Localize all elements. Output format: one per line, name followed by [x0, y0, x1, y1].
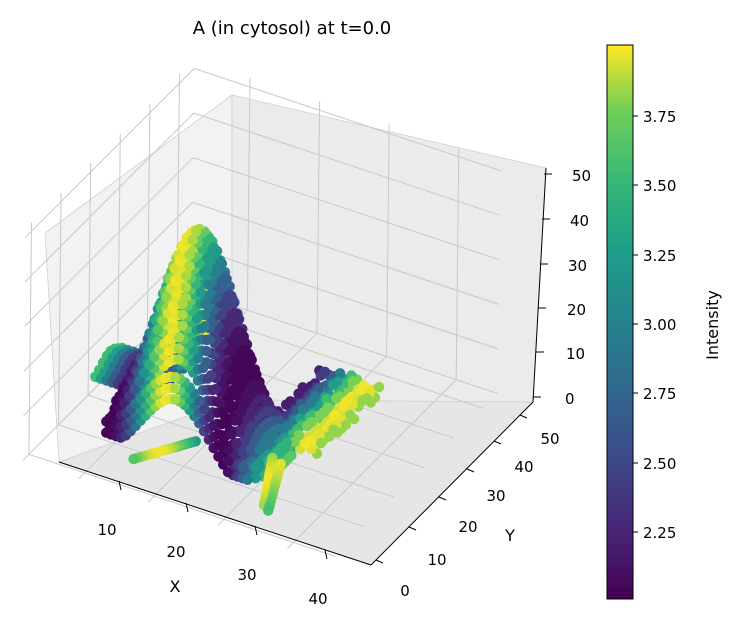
- scatter-point: [200, 299, 210, 309]
- scatter-point: [316, 438, 326, 448]
- scatter-point: [203, 373, 213, 383]
- z-tick-label: 10: [566, 345, 585, 363]
- z-tick-label: 0: [565, 390, 575, 408]
- colorbar-tick-label: 2.25: [643, 524, 676, 542]
- scatter-point: [204, 280, 214, 290]
- scatter-point: [174, 332, 184, 342]
- scatter-point: [177, 298, 187, 308]
- y-tick-label: 40: [514, 458, 533, 476]
- scatter-point: [170, 383, 180, 393]
- scatter-point: [177, 321, 187, 331]
- scatter-point: [212, 396, 222, 406]
- y-tick-label: 20: [458, 518, 477, 536]
- z-tick-label: 40: [570, 212, 589, 230]
- chart-title: A (in cytosol) at t=0.0: [193, 18, 392, 39]
- scatter-point: [170, 372, 180, 382]
- scatter-point: [199, 267, 209, 277]
- y-tick-label: 10: [427, 551, 446, 569]
- colorbar-tick-label: 3.75: [643, 108, 676, 126]
- y-tick-mark: [467, 469, 474, 472]
- scatter-point: [188, 235, 198, 245]
- scatter-point: [161, 292, 171, 302]
- y-axis-label: Y: [504, 526, 515, 545]
- scatter-point: [301, 439, 311, 449]
- scatter-point: [345, 410, 355, 420]
- x-tick-label: 40: [308, 590, 327, 608]
- scatter-point: [201, 335, 211, 345]
- scatter-point: [181, 271, 191, 281]
- y-tick-mark: [439, 497, 446, 500]
- scatter-point: [128, 454, 138, 464]
- colorbar-tick-label: 3.25: [643, 247, 676, 265]
- y-tick-mark: [409, 527, 416, 530]
- scatter-point: [222, 419, 232, 429]
- scatter-point: [316, 370, 326, 380]
- colorbar-tick-label: 3.50: [643, 177, 676, 195]
- scatter-point: [207, 385, 217, 395]
- scatter-point: [217, 408, 227, 418]
- scatter-point: [331, 393, 341, 403]
- y-tick-label: 50: [540, 430, 559, 448]
- colorbar-ticks: [633, 116, 638, 532]
- side-grid-line: [29, 222, 32, 454]
- scatter-point: [181, 282, 191, 292]
- x-tick-label: 10: [97, 521, 116, 539]
- scatter-point: [251, 462, 261, 472]
- x-tick-mark: [325, 550, 327, 559]
- scatter-point: [198, 363, 208, 373]
- colorbar: 2.25 2.50 2.75 3.00 3.25 3.50 3.75 Inten…: [607, 45, 722, 599]
- scatter-point: [174, 354, 184, 364]
- scatter-point: [174, 343, 184, 353]
- z-tick-label: 30: [568, 257, 587, 275]
- x-tick-label: 20: [166, 543, 185, 561]
- chart-figure: A (in cytosol) at t=0.0 10 20 30: [0, 0, 738, 623]
- y-tick-label: 30: [486, 487, 505, 505]
- scatter-point: [330, 410, 340, 420]
- colorbar-gradient: [607, 45, 633, 599]
- z-tick-labels: 0 10 20 30 40 50: [565, 167, 591, 408]
- scatter-point: [153, 325, 163, 335]
- colorbar-tick-labels: 2.25 2.50 2.75 3.00 3.25 3.50 3.75: [643, 108, 676, 542]
- scatter-point: [177, 310, 187, 320]
- scatter-point: [263, 505, 273, 515]
- scatter-point: [184, 261, 194, 271]
- scatter-point: [242, 475, 252, 485]
- y-tick-mark: [494, 441, 501, 444]
- z-tick-label: 50: [572, 167, 591, 185]
- scatter-point: [281, 400, 291, 410]
- scatter-point: [184, 250, 194, 260]
- scatter-point: [227, 429, 237, 439]
- y-tick-mark: [376, 560, 383, 563]
- colorbar-tick-label: 2.75: [643, 385, 676, 403]
- colorbar-tick-label: 3.00: [643, 316, 676, 334]
- y-tick-label: 0: [400, 582, 410, 600]
- y-tick-mark: [520, 415, 527, 418]
- scatter-point: [328, 380, 338, 390]
- scatter-point: [201, 346, 211, 356]
- colorbar-tick-label: 2.50: [643, 455, 676, 473]
- z-tick-label: 20: [567, 301, 586, 319]
- x-axis-label: X: [170, 577, 181, 596]
- scatter-point: [238, 462, 248, 472]
- scatter-point: [374, 382, 384, 392]
- scatter-point: [170, 394, 180, 404]
- scatter-point: [197, 323, 207, 333]
- colorbar-label: Intensity: [703, 290, 722, 360]
- scatter-point: [302, 421, 312, 431]
- x-tick-label: 30: [237, 566, 256, 584]
